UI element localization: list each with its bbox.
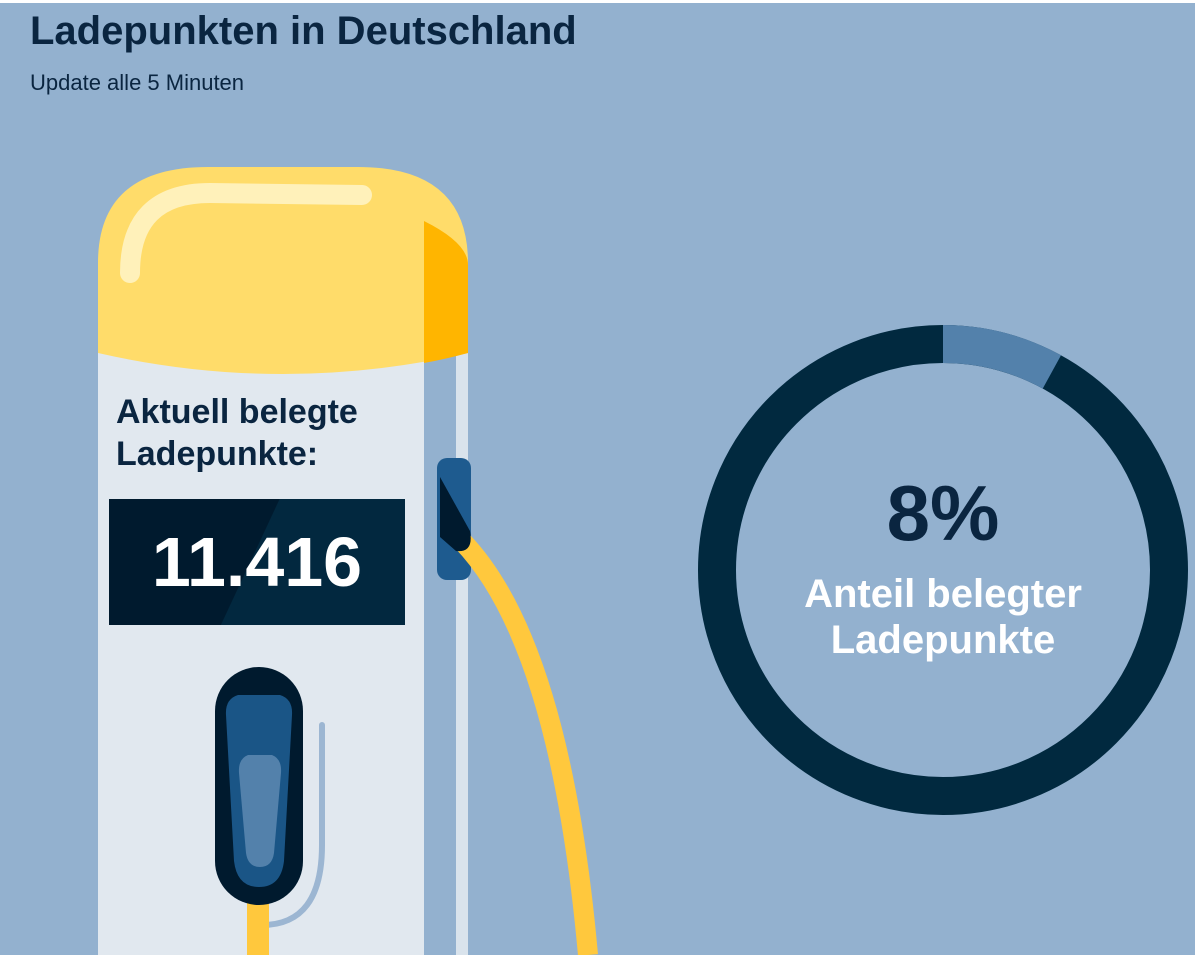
nozzle-handle: [440, 477, 471, 552]
station-cap-shade: [424, 221, 468, 363]
update-interval-note: Update alle 5 Minuten: [30, 70, 245, 95]
page-title: Ladepunkten in Deutschland: [30, 9, 577, 53]
occupied-count-box: 11.416: [109, 499, 405, 625]
station-pole: [456, 343, 468, 955]
occupancy-donut: [698, 325, 1188, 815]
occupancy-percent: 8%: [886, 469, 1000, 557]
donut-track: [698, 325, 1188, 815]
infographic-panel: Ladepunkten in Deutschland Update alle 5…: [0, 3, 1195, 955]
charging-cable: [454, 534, 598, 955]
occupancy-label: Anteil belegter Ladepunkte: [804, 572, 1082, 662]
socket-thin-cable: [259, 722, 325, 928]
occupied-count-value: 11.416: [151, 523, 363, 601]
occupied-points-label: Aktuell belegte Ladepunkte:: [116, 393, 358, 473]
station-cap-highlight: [120, 182, 372, 283]
charging-station-icon: [98, 167, 598, 955]
station-cap: [98, 167, 468, 374]
donut-occupied-segment: [698, 325, 1188, 815]
plug-highlight: [238, 755, 282, 867]
